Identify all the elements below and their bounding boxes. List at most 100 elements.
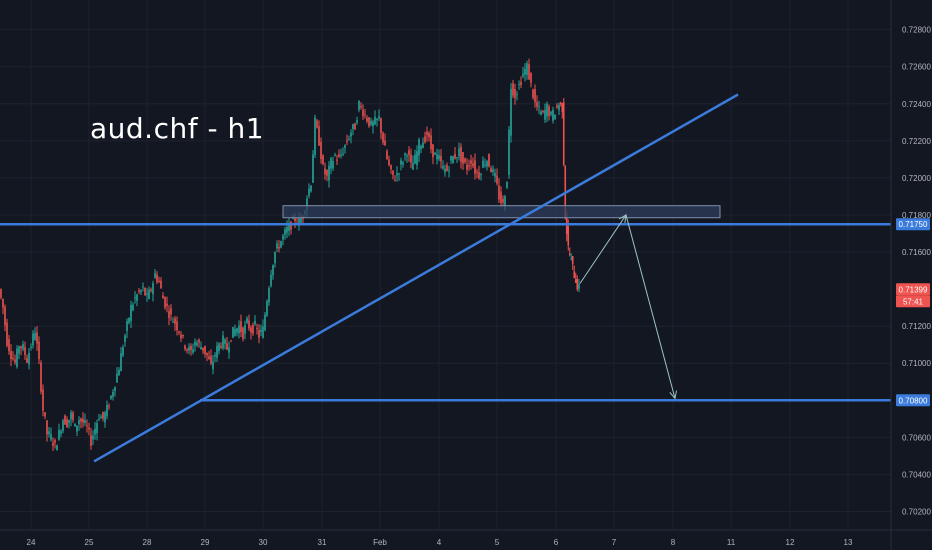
- candle-body: [128, 317, 130, 323]
- candle-body: [396, 173, 398, 176]
- candle-body: [230, 340, 232, 342]
- candle-body: [72, 412, 74, 421]
- candle-body: [80, 418, 82, 422]
- time-tick-label: 4: [437, 538, 442, 547]
- time-tick-label: Feb: [373, 538, 387, 547]
- candle-body: [28, 353, 30, 365]
- candle-body: [262, 326, 264, 338]
- candle-body: [6, 322, 8, 346]
- time-tick-label: 6: [554, 538, 559, 547]
- candle-body: [172, 321, 174, 323]
- candle-body: [362, 109, 364, 117]
- candle-body: [194, 341, 196, 346]
- time-tick-label: 13: [844, 538, 853, 547]
- candle-body: [86, 425, 88, 427]
- candle-body: [578, 284, 580, 289]
- candle-body: [208, 356, 210, 360]
- candle-body: [182, 335, 184, 337]
- candle-body: [546, 103, 548, 117]
- candle-body: [106, 405, 108, 417]
- candle-body: [90, 435, 92, 446]
- candle-body: [559, 102, 562, 104]
- time-tick-label: 8: [671, 538, 676, 547]
- candle-body: [492, 169, 494, 173]
- candle-body: [154, 272, 156, 279]
- candle-body: [240, 321, 242, 333]
- candle-body: [138, 290, 140, 292]
- candle-body: [166, 303, 168, 306]
- candle-body: [514, 89, 516, 98]
- candle-body: [376, 118, 378, 120]
- candle-body: [102, 411, 104, 419]
- candle-body: [340, 154, 342, 156]
- candle-body: [152, 283, 154, 295]
- candle-body: [420, 145, 422, 150]
- candle-body: [548, 106, 550, 117]
- candle-body: [490, 168, 492, 173]
- price-tick-label: 0.72800: [902, 26, 931, 35]
- candle-body: [186, 348, 188, 351]
- price-tag-countdown: [896, 295, 930, 308]
- candle-body: [248, 320, 250, 329]
- candle-body: [334, 154, 336, 156]
- candle-body: [306, 198, 308, 210]
- candle-body: [164, 297, 166, 308]
- time-tick-label: 30: [259, 538, 268, 547]
- candle-body: [386, 151, 388, 159]
- candle-body: [150, 289, 152, 291]
- candle-body: [530, 72, 532, 83]
- candle-body: [322, 155, 324, 164]
- candle-body: [46, 420, 48, 435]
- candle-body: [226, 343, 228, 350]
- candle-body: [470, 160, 472, 164]
- candle-body: [316, 120, 318, 128]
- candle-body: [278, 246, 280, 249]
- candle-body: [462, 152, 464, 164]
- candle-body: [508, 129, 510, 175]
- candle-body: [370, 120, 372, 125]
- candle-body: [156, 274, 158, 282]
- candle-body: [358, 100, 360, 110]
- candle-body: [18, 346, 20, 354]
- candle-body: [24, 347, 26, 356]
- candle-body: [268, 288, 270, 303]
- candle-body: [242, 327, 244, 339]
- price-tag-current: [896, 283, 930, 296]
- candle-body: [252, 324, 254, 334]
- candle-body: [558, 104, 560, 111]
- candle-body: [110, 395, 112, 399]
- candle-body: [338, 154, 340, 157]
- price-tag-label: 0.70800: [899, 396, 928, 405]
- candle-body: [204, 345, 206, 355]
- candle-body: [522, 73, 524, 77]
- candle-body: [238, 325, 240, 334]
- candle-body: [298, 218, 300, 225]
- candle-body: [554, 114, 556, 120]
- trendline: [93, 93, 739, 463]
- price-tick-label: 0.70600: [902, 433, 931, 442]
- candle-body: [78, 420, 80, 425]
- candle-body: [68, 419, 70, 423]
- candle-body: [38, 341, 40, 360]
- candle-body: [570, 258, 573, 260]
- projection-arrow-down: [669, 390, 677, 400]
- candle-body: [374, 116, 376, 125]
- candle-body: [196, 342, 198, 346]
- candle-body: [222, 335, 224, 349]
- candle-body: [422, 142, 424, 149]
- candle-body: [48, 431, 50, 435]
- candle-body: [124, 335, 126, 343]
- price-tick-label: 0.70200: [902, 507, 931, 516]
- price-tag-label: 0.71399: [899, 285, 928, 294]
- candle-body: [394, 180, 396, 182]
- time-tick-label: 5: [495, 538, 500, 547]
- time-tick-label: 7: [612, 538, 617, 547]
- time-tick-label: 12: [786, 538, 795, 547]
- candle-body: [567, 226, 570, 246]
- candle-body: [94, 428, 96, 435]
- candle-body: [234, 329, 236, 336]
- candle-body: [206, 352, 208, 356]
- candle-body: [410, 154, 412, 163]
- candle-body: [366, 117, 368, 122]
